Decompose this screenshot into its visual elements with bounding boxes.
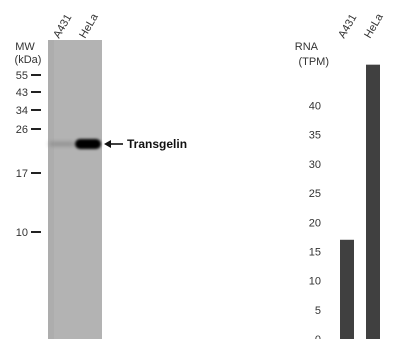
rna-bar-hela <box>366 64 380 339</box>
rna-bars <box>340 64 380 339</box>
blot-bands <box>49 139 101 149</box>
rna-category-labels: A431 HeLa <box>336 11 386 41</box>
mw-marker-label: 43 <box>16 87 28 99</box>
rna-y-tick-label: 10 <box>309 276 321 288</box>
rna-category-label: A431 <box>336 12 359 40</box>
rna-axis-label: RNA <box>295 41 319 53</box>
mw-marker-label: 55 <box>16 70 28 82</box>
rna-y-tick-label: 30 <box>309 159 321 171</box>
band-lane-1 <box>49 142 75 146</box>
rna-y-ticks: 0 5 10 15 20 25 30 35 40 <box>309 101 321 339</box>
rna-y-tick-label: 40 <box>309 101 321 113</box>
mw-marker-label: 26 <box>16 124 28 136</box>
mw-axis-unit: (kDa) <box>15 54 42 66</box>
band-label: Transgelin <box>127 137 187 151</box>
rna-y-tick-label: 20 <box>309 217 321 229</box>
mw-markers: 55 43 34 26 17 10 <box>16 70 41 239</box>
rna-y-tick-label: 15 <box>309 246 321 258</box>
blot-membrane <box>48 40 102 339</box>
rna-axis-unit: (TPM) <box>298 56 329 68</box>
rna-y-tick-label: 0 <box>315 334 321 339</box>
lane-label: A431 <box>51 12 74 40</box>
mw-marker-label: 17 <box>16 168 28 180</box>
rna-bar-a431 <box>340 239 354 339</box>
mw-marker-label: 10 <box>16 227 28 239</box>
mw-marker-label: 34 <box>16 105 28 117</box>
lane-label: HeLa <box>77 11 101 41</box>
lane-labels: A431 HeLa <box>51 11 101 41</box>
band-lane-2 <box>75 139 101 149</box>
rna-y-tick-label: 35 <box>309 130 321 142</box>
blot-membrane-shade <box>48 40 54 339</box>
mw-axis-label: MW <box>15 41 35 53</box>
band-arrow <box>104 140 123 148</box>
rna-y-tick-label: 5 <box>315 305 321 317</box>
rna-y-tick-label: 25 <box>309 188 321 200</box>
rna-category-label: HeLa <box>362 11 386 41</box>
western-blot-panel: MW (kDa) 55 43 34 26 17 10 A431 HeLa Transgeli… <box>15 11 187 339</box>
